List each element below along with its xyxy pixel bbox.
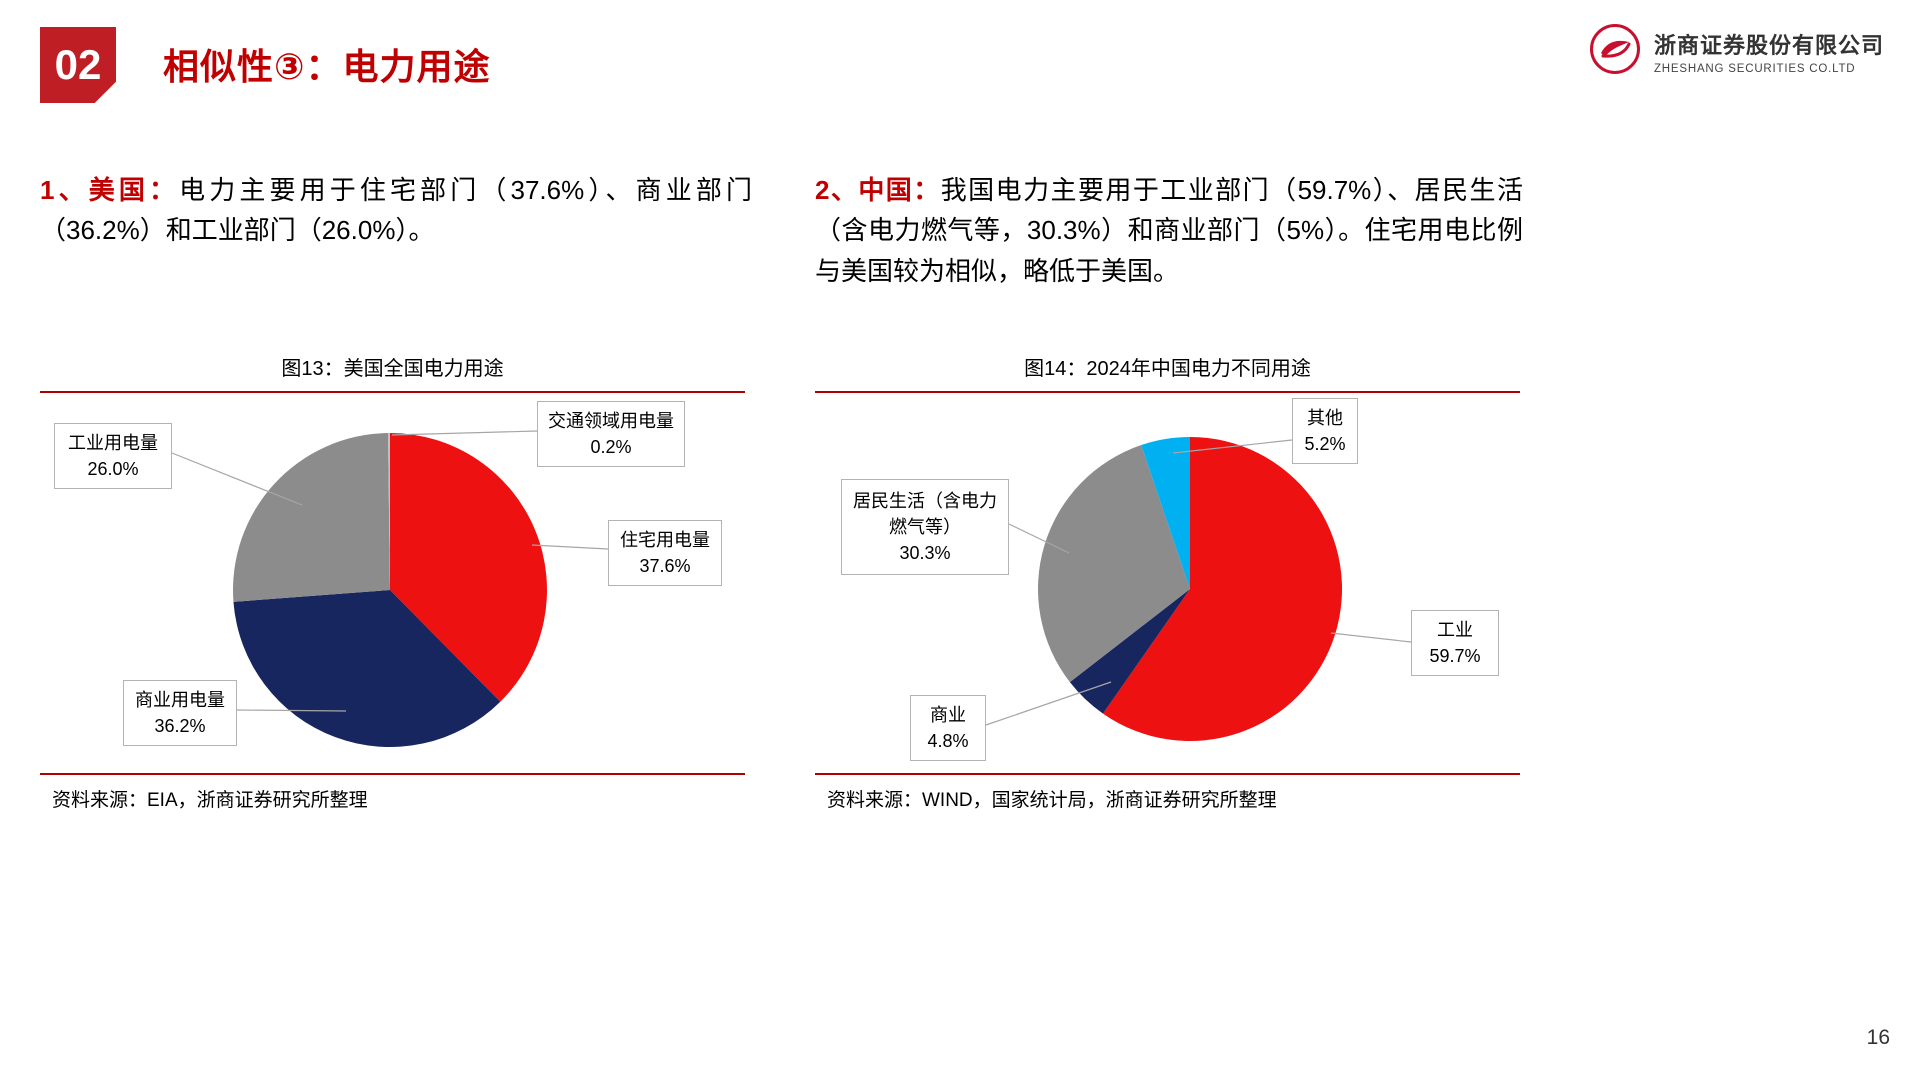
callout-label: 工业 <box>1437 620 1473 640</box>
red-divider-top-cn <box>815 391 1520 393</box>
pie-slice-3 <box>388 432 390 590</box>
callout-cn-industrial: 工业 59.7% <box>1411 610 1499 677</box>
callout-cn-resident: 居民生活（含电力燃气等） 30.3% <box>841 479 1009 576</box>
callout-value: 4.8% <box>927 731 969 752</box>
callout-us-industrial: 工业用电量 26.0% <box>54 423 172 490</box>
us-summary-lead: 1、美国： <box>40 175 180 205</box>
logo-company-name-en: ZHESHANG SECURITIES CO.LTD <box>1653 63 1856 75</box>
cn-summary-lead: 2、中国： <box>815 175 941 205</box>
callout-label: 商业用电量 <box>135 690 225 710</box>
leader-line <box>236 709 347 712</box>
pie-slice-2 <box>1038 445 1190 683</box>
callout-label: 住宅用电量 <box>620 530 710 550</box>
callout-us-residential: 住宅用电量 37.6% <box>608 520 722 587</box>
logo-company-name-cn: 浙商证券股份有限公司 <box>1653 33 1884 58</box>
callout-us-transport: 交通领域用电量 0.2% <box>537 401 685 468</box>
callout-value: 5.2% <box>1304 434 1346 455</box>
callout-value: 59.7% <box>1429 646 1481 667</box>
pie-slice-1 <box>233 590 501 747</box>
logo-icon <box>1588 22 1642 81</box>
page-number: 16 <box>1866 1026 1890 1049</box>
cn-summary-paragraph: 2、中国：我国电力主要用于工业部门（59.7%）、居民生活（含电力燃气等，30.… <box>815 170 1523 291</box>
source-note-us: 资料来源：EIA，浙商证券研究所整理 <box>52 790 368 811</box>
pie-slice-2 <box>233 433 390 602</box>
red-divider-bottom-cn <box>815 773 1520 775</box>
leader-line <box>391 430 538 436</box>
callout-us-commercial: 商业用电量 36.2% <box>123 680 237 747</box>
cn-pie-plot: 其他 5.2% 居民生活（含电力燃气等） 30.3% 工业 59.7% 商业 4… <box>815 393 1520 773</box>
leader-line <box>171 452 303 506</box>
callout-cn-commercial: 商业 4.8% <box>910 695 986 762</box>
chart-title-us: 图13：美国全国电力用途 <box>281 358 504 380</box>
red-divider-top-us <box>40 391 745 393</box>
leader-line <box>985 681 1112 726</box>
us-pie-plot: 工业用电量 26.0% 交通领域用电量 0.2% 住宅用电量 37.6% 商业用… <box>40 393 745 773</box>
callout-value: 0.2% <box>590 437 632 458</box>
leader-line <box>531 544 609 550</box>
cn-pie-chart-svg <box>985 437 1412 741</box>
source-note-cn: 资料来源：WIND，国家统计局，浙商证券研究所整理 <box>827 790 1277 811</box>
callout-value: 36.2% <box>154 716 206 737</box>
leader-line <box>1008 523 1070 554</box>
pie-slice-0 <box>390 433 548 702</box>
leader-line <box>1330 632 1412 643</box>
callout-label: 商业 <box>930 705 966 725</box>
callout-value: 26.0% <box>87 459 139 480</box>
callout-label: 居民生活（含电力燃气等） <box>853 491 997 538</box>
us-electricity-pie-figure: 图13：美国全国电力用途 工业用电量 26.0% 交通领域用电量 0.2% 住宅… <box>40 352 745 812</box>
callout-label: 其他 <box>1307 408 1343 428</box>
callout-cn-other: 其他 5.2% <box>1292 398 1358 465</box>
callout-label: 交通领域用电量 <box>548 411 674 431</box>
page-title: 相似性③：电力用途 <box>163 46 491 87</box>
us-summary-paragraph: 1、美国：电力主要用于住宅部门（37.6%）、商业部门（36.2%）和工业部门（… <box>40 170 752 251</box>
callout-value: 37.6% <box>639 556 691 577</box>
pie-slice-1 <box>1069 589 1190 714</box>
cn-electricity-pie-figure: 图14：2024年中国电力不同用途 其他 5.2% 居民生活（含电力燃气等） 3… <box>815 352 1520 812</box>
section-number-badge: 02 <box>40 27 116 103</box>
chart-title-cn: 图14：2024年中国电力不同用途 <box>1024 358 1311 380</box>
us-pie-chart-svg <box>171 430 609 747</box>
callout-label: 工业用电量 <box>68 433 158 453</box>
leader-line <box>1172 439 1293 454</box>
company-logo: 浙商证券股份有限公司 ZHESHANG SECURITIES CO.LTD <box>1588 22 1884 81</box>
cn-summary-body: 我国电力主要用于工业部门（59.7%）、居民生活（含电力燃气等，30.3%）和商… <box>815 175 1523 286</box>
pie-slice-0 <box>1102 437 1343 741</box>
pie-slice-3 <box>1141 437 1190 589</box>
red-divider-bottom-us <box>40 773 745 775</box>
us-summary-body: 电力主要用于住宅部门（37.6%）、商业部门（36.2%）和工业部门（26.0%… <box>40 175 752 246</box>
callout-value: 30.3% <box>899 543 951 564</box>
logo-text-block: 浙商证券股份有限公司 ZHESHANG SECURITIES CO.LTD <box>1654 28 1884 75</box>
